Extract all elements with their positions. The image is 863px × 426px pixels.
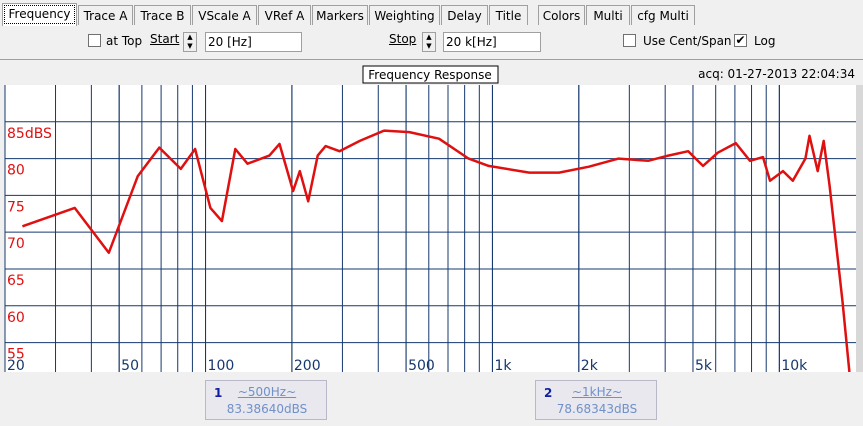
- x-tick-label: 500: [408, 358, 435, 374]
- y-tick-label: 70: [7, 236, 25, 252]
- marker-reading: 83.38640dBS: [226, 402, 308, 416]
- marker-box: 2 ~1kHz~ 78.68343dBS: [535, 380, 657, 420]
- y-tick-label: 65: [7, 273, 25, 289]
- tab[interactable]: Trace A: [78, 5, 133, 25]
- x-tick-label: 2k: [581, 358, 599, 374]
- plot-area: [5, 85, 856, 372]
- tab[interactable]: Weighting: [369, 5, 440, 25]
- stop-label: Stop: [389, 32, 417, 46]
- tab[interactable]: VScale A: [192, 5, 257, 25]
- response-line: [21, 129, 851, 372]
- y-tick-label: 80: [7, 163, 25, 179]
- chart-title: Frequency Response: [368, 68, 491, 82]
- tab[interactable]: Multi: [586, 5, 630, 25]
- y-tick-label: 85dBS: [7, 126, 52, 142]
- y-tick-label: 75: [7, 199, 25, 215]
- cent-span-label: Use Cent/Span: [643, 34, 732, 48]
- log-checkbox[interactable]: ✔: [734, 33, 747, 47]
- marker-number: 2: [544, 386, 553, 400]
- x-tick-label: 1k: [494, 358, 512, 374]
- title-box: [362, 65, 499, 84]
- x-tick-label: 5k: [695, 358, 713, 374]
- tab[interactable]: Title: [489, 5, 528, 25]
- start-label: Start: [150, 32, 180, 46]
- cent-span-checkbox[interactable]: [623, 34, 636, 47]
- y-tick-label: 55: [7, 347, 25, 363]
- x-tick-label: 200: [294, 358, 321, 374]
- separator: [0, 59, 863, 60]
- start-input[interactable]: 20 [Hz]: [205, 32, 302, 52]
- x-tick-label: 50: [121, 358, 139, 374]
- stop-spinner[interactable]: ▲ ▼: [422, 32, 436, 52]
- tab[interactable]: Frequency: [2, 3, 77, 26]
- x-tick-label: 10k: [781, 358, 808, 374]
- at-top-label: at Top: [106, 34, 143, 48]
- x-tick-label: 20: [7, 358, 25, 374]
- marker-label[interactable]: ~1kHz~: [571, 385, 622, 399]
- tab[interactable]: Markers: [312, 5, 368, 25]
- stop-input[interactable]: 20 k[Hz]: [443, 32, 541, 52]
- y-tick-label: 60: [7, 310, 25, 326]
- tab[interactable]: VRef A: [258, 5, 311, 25]
- marker-reading: 78.68343dBS: [556, 402, 638, 416]
- chart: Frequency Response acq: 01-27-2013 22:04…: [4, 65, 863, 374]
- tab[interactable]: cfg Multi: [631, 5, 695, 25]
- tab[interactable]: Delay: [441, 5, 488, 25]
- log-label: Log: [754, 34, 776, 48]
- marker-number: 1: [214, 386, 223, 400]
- x-tick-label: 100: [208, 358, 235, 374]
- acq-annotation: acq: 01-27-2013 22:04:34: [698, 67, 855, 81]
- tab[interactable]: Colors: [538, 5, 585, 25]
- marker-box: 1 ~500Hz~ 83.38640dBS: [205, 380, 327, 420]
- tab[interactable]: Trace B: [134, 5, 191, 25]
- plot-edge: [856, 85, 863, 372]
- at-top-checkbox[interactable]: [88, 34, 101, 47]
- start-spinner[interactable]: ▲ ▼: [183, 32, 197, 52]
- marker-label[interactable]: ~500Hz~: [237, 385, 297, 399]
